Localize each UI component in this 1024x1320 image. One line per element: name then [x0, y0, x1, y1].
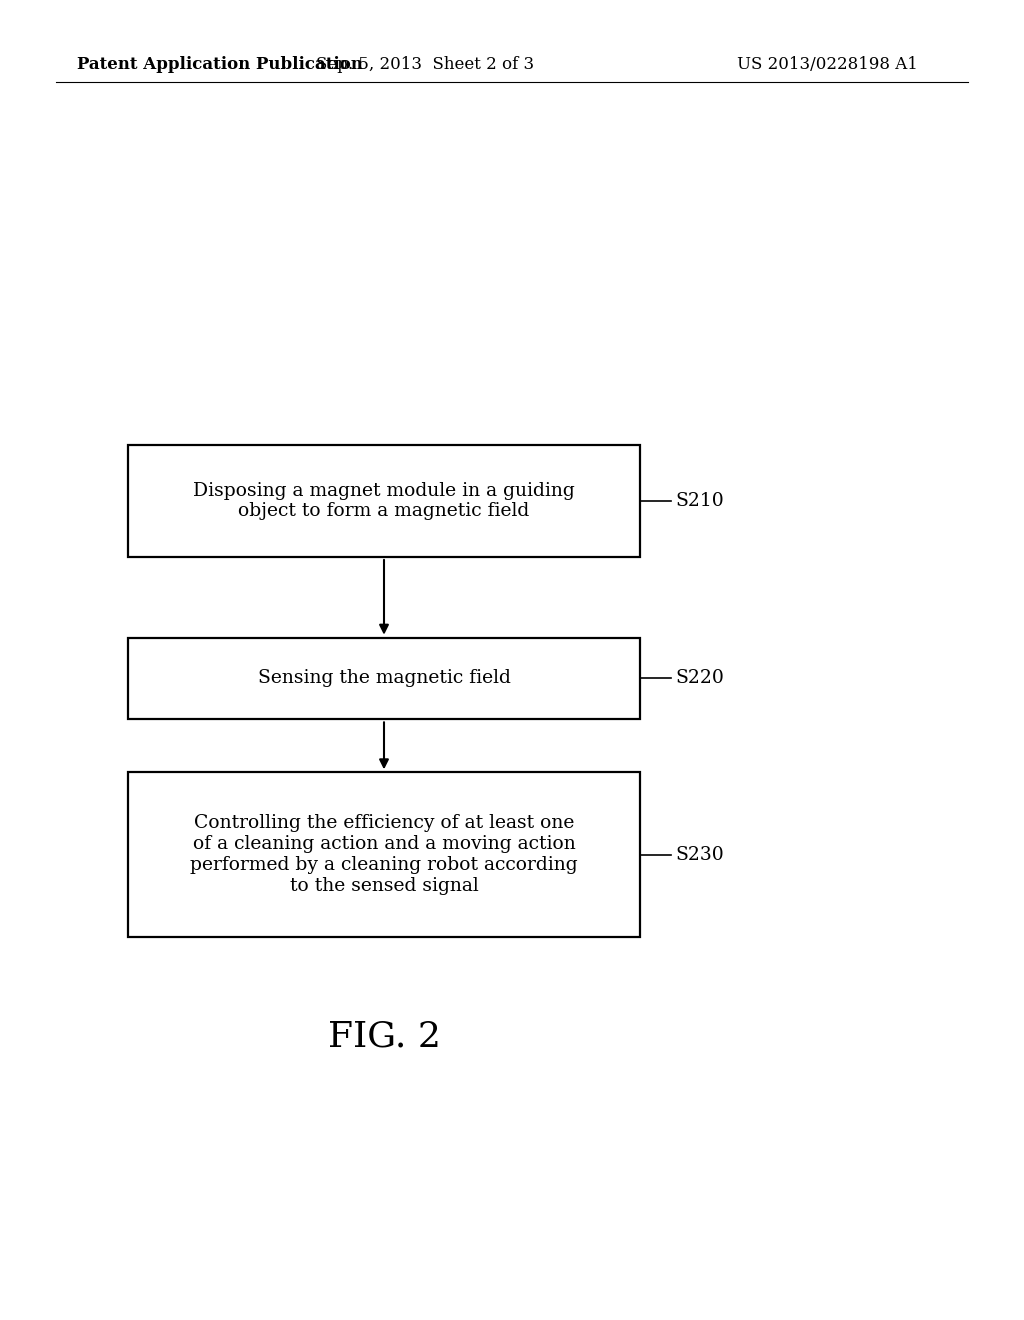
Text: S230: S230 [676, 846, 725, 863]
Text: Disposing a magnet module in a guiding
object to form a magnetic field: Disposing a magnet module in a guiding o… [194, 482, 574, 520]
Text: S220: S220 [676, 669, 725, 688]
Text: S210: S210 [676, 492, 725, 510]
Text: Controlling the efficiency of at least one
of a cleaning action and a moving act: Controlling the efficiency of at least o… [190, 814, 578, 895]
Text: US 2013/0228198 A1: US 2013/0228198 A1 [737, 57, 919, 73]
Text: FIG. 2: FIG. 2 [328, 1019, 440, 1053]
Bar [128, 638, 640, 719]
Bar [128, 772, 640, 937]
Text: Sensing the magnetic field: Sensing the magnetic field [258, 669, 510, 688]
Text: Sep. 5, 2013  Sheet 2 of 3: Sep. 5, 2013 Sheet 2 of 3 [315, 57, 535, 73]
Text: Patent Application Publication: Patent Application Publication [77, 57, 362, 73]
Bar [128, 445, 640, 557]
